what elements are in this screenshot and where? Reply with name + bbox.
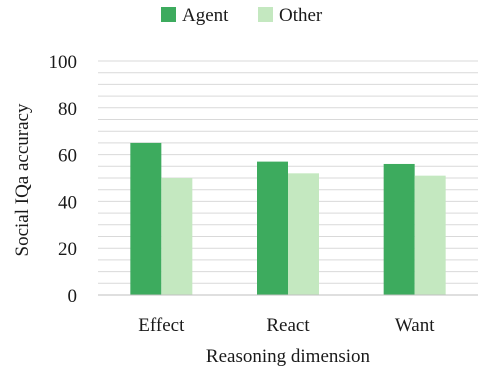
y-tick-label: 80 <box>58 99 77 120</box>
x-tick-label: React <box>266 315 310 336</box>
bar-agent-react <box>257 161 288 295</box>
bar-agent-want <box>383 163 415 295</box>
legend-swatch-agent <box>161 7 176 22</box>
axes: 0 20 40 60 80 100 Effect React Want <box>49 52 478 336</box>
x-axis-title: Reasoning dimension <box>206 346 371 367</box>
y-axis-title: Social IQa accuracy <box>12 103 33 256</box>
bar-agent-effect <box>130 142 162 295</box>
legend-label-agent: Agent <box>182 5 229 26</box>
y-tick-label: 0 <box>68 286 78 307</box>
legend: Agent Other <box>161 5 323 26</box>
bar-other-effect <box>161 178 193 295</box>
bars <box>130 142 446 295</box>
y-tick-label: 20 <box>58 239 77 260</box>
x-tick-label: Effect <box>138 315 185 336</box>
y-tick-label: 60 <box>58 146 77 167</box>
legend-label-other: Other <box>279 5 323 26</box>
y-tick-label: 40 <box>58 192 77 213</box>
bar-other-want <box>414 175 446 295</box>
y-tick-label: 100 <box>49 52 78 73</box>
legend-swatch-other <box>258 7 273 22</box>
bar-other-react <box>288 173 319 295</box>
x-tick-label: Want <box>395 315 435 336</box>
